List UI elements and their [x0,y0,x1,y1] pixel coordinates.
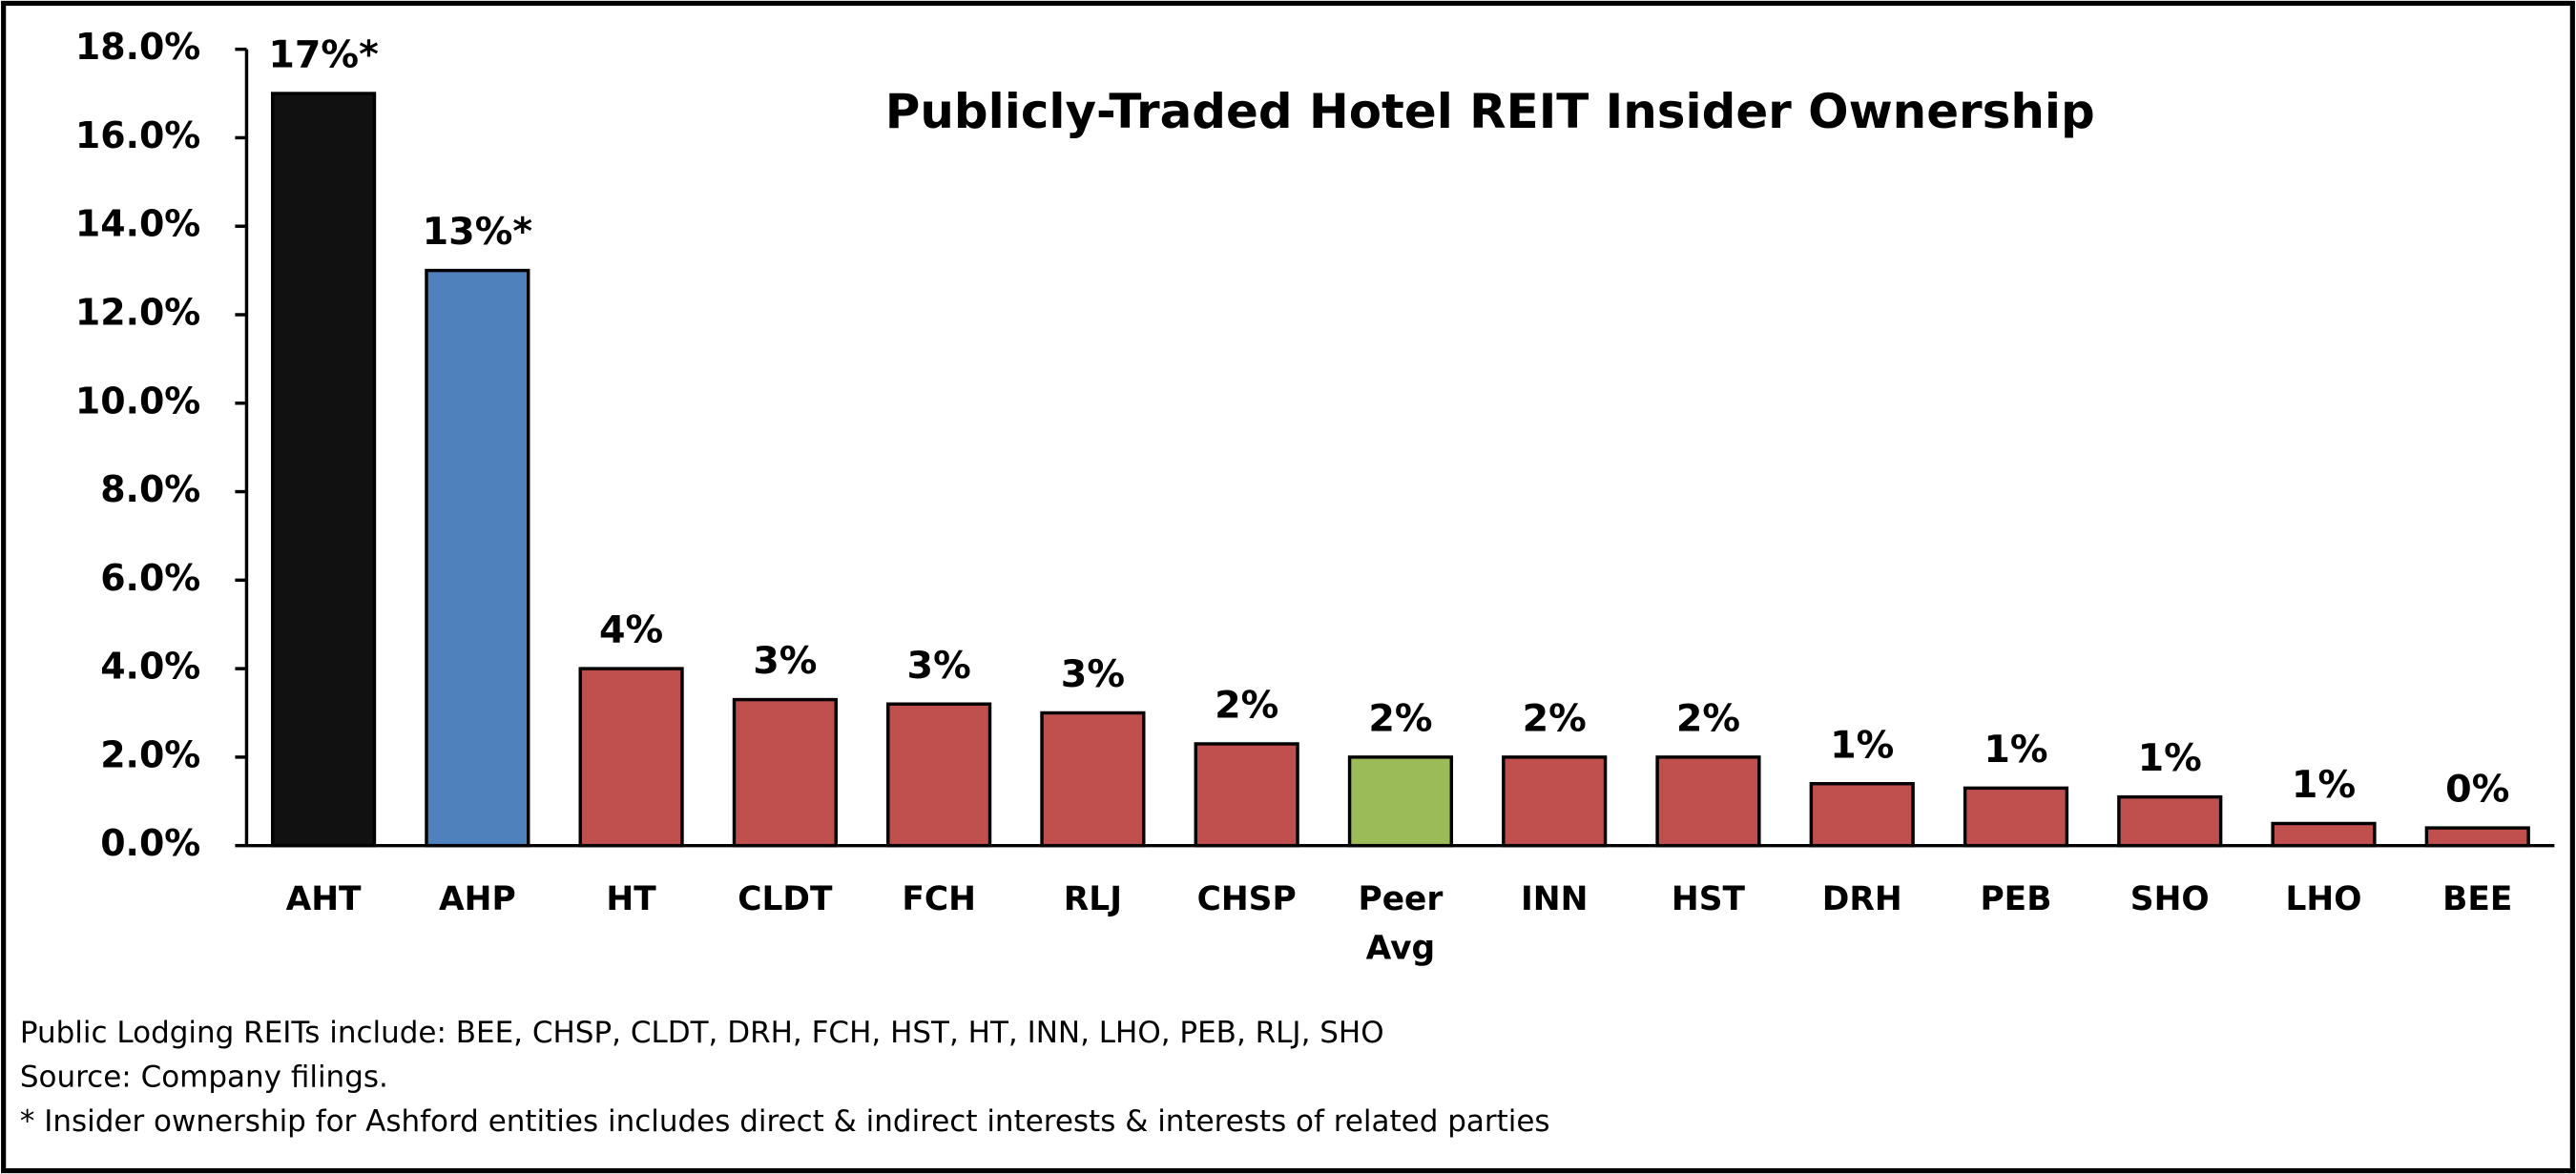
x-tick-label: HST [1671,878,1746,918]
x-tick-label-box: BEE [2442,878,2513,918]
x-tick-label-box: RLJ [1063,878,1123,918]
x-tick-label: CHSP [1196,878,1297,918]
data-label: 1% [2138,736,2202,780]
x-tick-label-box: LHO [2285,878,2362,918]
x-tick-label-box: INN [1520,878,1589,918]
y-tick-label: 12.0% [75,291,200,333]
x-tick-label: SHO [2129,878,2210,918]
y-tick-label: 8.0% [100,468,200,510]
bar [1963,786,2069,848]
data-label: 2% [1676,697,1740,741]
x-tick-label: DRH [1821,878,1902,918]
data-label: 13%* [423,210,532,254]
bar [578,667,684,848]
x-tick-label: AHT [285,878,362,918]
data-label: 4% [599,608,663,652]
x-tick-label-box: CHSP [1196,878,1297,918]
x-tick-label-box: AHT [285,878,362,918]
data-label: 2% [1523,697,1587,741]
data-label: 0% [2445,768,2509,812]
x-tick-label-box: HST [1671,878,1746,918]
data-label: 2% [1215,684,1278,728]
y-tick-label: 16.0% [75,114,200,156]
x-tick-label: Peer Avg [1358,878,1444,968]
bar [1347,755,1454,848]
x-tick-label: PEB [1980,878,2052,918]
bar [732,697,838,848]
bar [1809,781,1915,848]
y-tick-label: 4.0% [100,646,200,688]
data-label: 17%* [268,33,378,77]
bar [1502,755,1608,848]
y-tick-label: 6.0% [100,557,200,599]
x-tick-label: INN [1520,878,1589,918]
x-tick-label-box: FCH [902,878,976,918]
x-tick-label: HT [606,878,656,918]
x-tick-label: CLDT [737,878,833,918]
bar [1040,711,1146,848]
footnote: * Insider ownership for Ashford entities… [20,1104,1550,1139]
x-tick-label: AHP [438,878,516,918]
bar [2271,821,2377,848]
bar [1655,755,1761,848]
y-tick-label: 14.0% [75,203,200,245]
data-label: 1% [1830,723,1894,767]
x-tick-label: RLJ [1063,878,1123,918]
x-tick-label-box: AHP [438,878,516,918]
bar [2424,826,2530,848]
data-label: 2% [1368,697,1432,741]
x-tick-label-box: PEB [1980,878,2052,918]
bar [886,702,992,848]
bar [2117,794,2223,848]
y-tick-label: 2.0% [100,733,200,775]
y-tick-label: 10.0% [75,380,200,422]
data-label: 3% [1061,652,1125,696]
footnote: Public Lodging REITs include: BEE, CHSP,… [20,1016,1384,1050]
data-label: 3% [753,639,817,683]
x-tick-label: LHO [2285,878,2362,918]
x-tick-label-box: CLDT [737,878,833,918]
x-tick-label-box: SHO [2129,878,2210,918]
chart-title: Publicly-Traded Hotel REIT Insider Owner… [885,84,2095,139]
footnote: Source: Company filings. [20,1061,388,1095]
x-tick-label: BEE [2442,878,2513,918]
bar [1194,742,1299,848]
x-tick-label: FCH [902,878,976,918]
y-tick-label: 18.0% [75,26,200,68]
data-label: 1% [2292,763,2356,807]
x-tick-label-box: DRH [1821,878,1902,918]
x-tick-label-box: Peer Avg [1358,878,1444,968]
bar [270,92,377,848]
data-label: 3% [907,644,971,688]
y-tick-label: 0.0% [100,822,200,864]
bar [425,268,530,848]
x-tick-label-box: HT [606,878,656,918]
data-label: 1% [1984,728,2047,772]
